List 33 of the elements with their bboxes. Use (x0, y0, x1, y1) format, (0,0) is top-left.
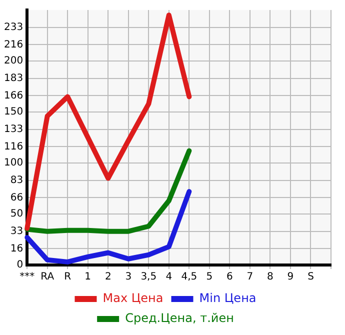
x-tick-label: 4,5 (181, 272, 198, 283)
y-tick-label: 150 (4, 106, 24, 118)
x-tick-label: 4 (166, 272, 172, 283)
y-tick-label: 116 (4, 141, 24, 152)
y-tick-label: 216 (4, 39, 24, 50)
legend-label: Max Цена (102, 291, 164, 306)
x-tick-label: 6 (226, 272, 233, 283)
y-tick-label: 66 (10, 192, 24, 204)
x-tick-label: RA (40, 272, 54, 283)
legend-label: Сред.Цена, т.йен (125, 311, 234, 326)
legend-label: Min Цена (199, 291, 256, 306)
y-tick-label: 183 (4, 72, 24, 84)
x-tick-label: 3 (125, 272, 132, 283)
y-tick-label: 133 (4, 124, 24, 135)
y-tick-label: 200 (4, 56, 24, 67)
y-tick-label: 33 (10, 226, 24, 237)
x-tick-label: *** (20, 272, 35, 283)
x-tick-label: 8 (267, 272, 274, 283)
x-tick-label: 1 (84, 272, 92, 283)
y-tick-label: 0 (16, 260, 24, 271)
y-tick-label: 233 (4, 22, 24, 33)
x-tick-label: S (308, 272, 314, 283)
x-tick-label: R (64, 272, 72, 283)
x-tick-label: 9 (287, 272, 294, 283)
x-tick-label: 2 (104, 272, 112, 283)
y-tick-label: 83 (10, 174, 24, 186)
x-tick-label: 3,5 (140, 272, 157, 283)
y-tick-label: 50 (10, 208, 24, 220)
x-tick-label: 7 (246, 272, 254, 283)
y-tick-label: 100 (4, 158, 24, 169)
y-tick-label: 166 (4, 90, 24, 102)
x-tick-label: 5 (206, 272, 213, 283)
y-tick-label: 16 (10, 243, 24, 254)
